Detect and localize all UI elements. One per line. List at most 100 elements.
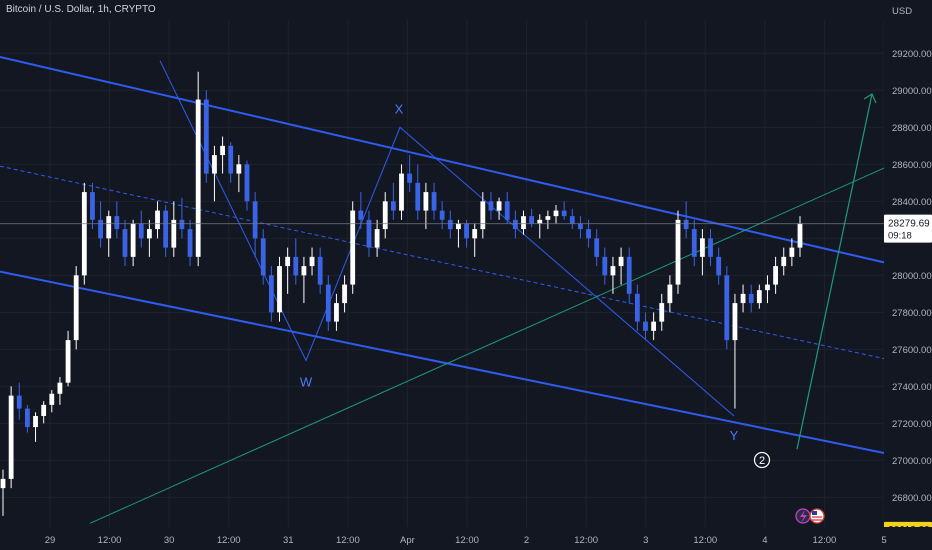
candle-body [244,164,250,202]
time-tick-label: 2 [524,535,529,546]
candle-body [691,229,697,257]
candle-body [187,229,193,257]
candle-body [212,155,217,174]
candle-body [594,238,600,257]
projection-arrow-head [863,93,877,104]
candle-body [626,256,632,294]
candle-body [122,229,128,257]
price-tick-label: 26800.00 [892,493,932,504]
candle-body [415,182,421,211]
candle-body [374,229,380,248]
price-tick-label: 27000.00 [892,456,932,467]
time-tick-label: 12:00 [336,535,360,546]
candle-body [683,219,689,230]
candle-body [439,210,445,220]
candle-body [456,223,461,230]
candle-body [797,223,803,248]
candle-body [602,256,608,276]
candle-body [496,201,502,211]
candle-body [65,340,71,383]
candle-body [236,164,242,174]
candle-body [90,192,95,220]
price-tick-label: 28600.00 [892,160,932,171]
wave-label-y: Y [730,428,739,443]
price-tick-label: 27200.00 [892,419,932,430]
time-tick-label: 12:00 [98,535,122,546]
candle-body [309,256,315,267]
candle-body [447,219,453,230]
candle-body [293,256,299,276]
price-tick-label: 28400.00 [892,197,932,208]
candle-body [277,266,282,313]
time-tick-label: 3 [643,535,648,546]
candle-body [708,238,713,257]
candle-body [789,247,795,257]
price-tick-label: 29000.00 [892,86,932,97]
candle-body [57,382,63,394]
overlay-layer: W X Y 2 [0,101,884,524]
lightning-glyph [800,510,807,523]
candle-body [464,223,469,239]
price-tick-label: 27400.00 [892,382,932,393]
candle-body [334,303,339,322]
candle-body [561,210,567,217]
time-axis[interactable]: 29 12:00 30 12:00 31 12:00 Apr 12:00 2 12:00 3 12:0… [0,527,932,550]
candle-body [537,219,543,224]
candle-body [138,223,144,239]
wave-label-w: W [300,374,313,389]
price-tick-label: 28800.00 [892,123,932,134]
candle-body [325,284,331,322]
candle-body [700,238,705,257]
candle-body [195,99,201,257]
candle-body [480,201,486,230]
candle-body [472,229,478,239]
candle-body [81,192,87,276]
candle-body [268,275,274,313]
time-tick-label: 12:00 [813,535,837,546]
candle-body [740,293,746,304]
candle-body [529,216,535,224]
candle-body [8,395,14,479]
channel-lower-line [0,270,885,454]
symbol-title: Bitcoin / U.S. Dollar, 1h, CRYPTO [6,4,156,15]
price-axis-bg [884,0,932,550]
candle-body [399,173,404,211]
time-tick-label: 4 [762,535,767,546]
candle-body [423,192,429,211]
candle-body [24,408,30,428]
candle-body [366,219,372,248]
time-tick-label: Apr [400,535,415,546]
candle-body [675,219,681,285]
drawings-layer [0,56,885,524]
candle-body [748,293,754,304]
time-tick-label: 12:00 [574,535,598,546]
grid-lines [0,20,885,527]
candle-body [431,192,437,211]
candle-body [643,321,648,331]
time-tick-label: 30 [164,535,175,546]
candle-body [382,201,388,230]
time-axis-bg [0,527,932,550]
wave-label-x: X [395,101,404,116]
flag-canton [812,511,817,515]
candle-body [73,275,79,341]
channel-upper-line [0,56,885,264]
candle-body [114,216,120,230]
candle-body [618,256,624,267]
last-price-tag [884,214,932,243]
candle-body [252,201,258,239]
rising-trendline [89,167,885,524]
time-tick-label: 29 [45,535,56,546]
candle-body [98,219,103,239]
candle-body [781,256,787,267]
candle-body [586,229,591,239]
candle-body [0,478,6,489]
price-axis[interactable]: USD 26800.00 27000.00 27200.00 27400.00 27600… [884,0,932,550]
candle-body [179,219,185,230]
candle-body [634,293,640,322]
candle-body [285,256,291,267]
candle-body [228,145,234,174]
candle-body [41,404,47,416]
candle-body [651,321,657,331]
